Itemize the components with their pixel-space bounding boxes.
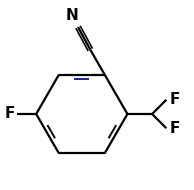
- Text: F: F: [4, 107, 15, 121]
- Text: F: F: [170, 92, 180, 107]
- Text: N: N: [65, 8, 78, 23]
- Text: F: F: [170, 121, 180, 136]
